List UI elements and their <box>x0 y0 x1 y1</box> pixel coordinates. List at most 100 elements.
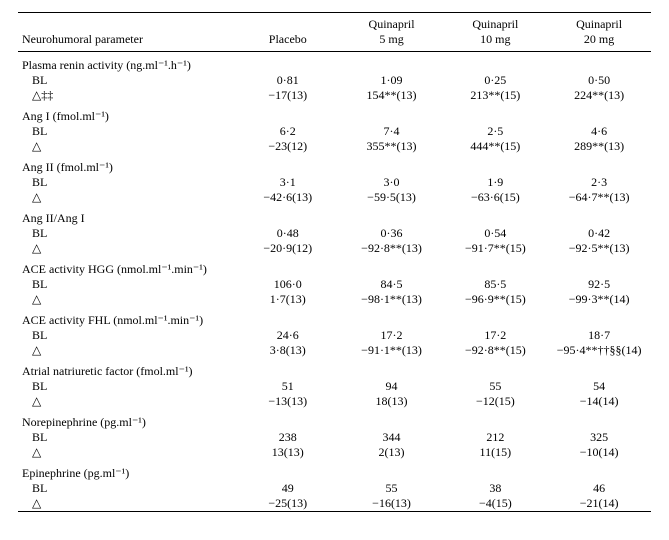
section-title: ACE activity HGG (nmol.ml⁻¹.min⁻¹) <box>18 256 236 277</box>
value-cell: 2·5 <box>443 124 547 139</box>
value-cell: −10(14) <box>547 445 651 460</box>
empty-cell <box>340 52 444 74</box>
header-col-q5: Quinapril5 mg <box>340 13 444 52</box>
row-label: △ <box>18 445 236 460</box>
value-cell: −91·7**(15) <box>443 241 547 256</box>
empty-cell <box>443 409 547 430</box>
value-cell: −63·6(15) <box>443 190 547 205</box>
row-label: △ <box>18 394 236 409</box>
row-label: BL <box>18 481 236 496</box>
empty-cell <box>547 307 651 328</box>
empty-cell <box>236 103 340 124</box>
value-cell: −98·1**(13) <box>340 292 444 307</box>
section-title: ACE activity FHL (nmol.ml⁻¹.min⁻¹) <box>18 307 236 328</box>
empty-cell <box>340 460 444 481</box>
empty-cell <box>340 103 444 124</box>
value-cell: 54 <box>547 379 651 394</box>
empty-cell <box>443 103 547 124</box>
empty-cell <box>547 103 651 124</box>
value-cell: 0·42 <box>547 226 651 241</box>
empty-cell <box>443 358 547 379</box>
value-cell: 212 <box>443 430 547 445</box>
header-col-placebo: Placebo <box>236 13 340 52</box>
bottom-rule <box>18 512 651 514</box>
value-cell: −17(13) <box>236 88 340 103</box>
value-cell: 325 <box>547 430 651 445</box>
value-cell: 11(15) <box>443 445 547 460</box>
section-title: Atrial natriuretic factor (fmol.ml⁻¹) <box>18 358 236 379</box>
row-label: △ <box>18 343 236 358</box>
value-cell: 0·54 <box>443 226 547 241</box>
section-title: Epinephrine (pg.ml⁻¹) <box>18 460 236 481</box>
value-cell: −14(14) <box>547 394 651 409</box>
section-title: Ang I (fmol.ml⁻¹) <box>18 103 236 124</box>
empty-cell <box>547 205 651 226</box>
value-cell: −21(14) <box>547 496 651 512</box>
value-cell: −12(15) <box>443 394 547 409</box>
empty-cell <box>236 256 340 277</box>
value-cell: 6·2 <box>236 124 340 139</box>
value-cell: 289**(13) <box>547 139 651 154</box>
empty-cell <box>443 52 547 74</box>
empty-cell <box>340 358 444 379</box>
value-cell: 18·7 <box>547 328 651 343</box>
value-cell: −95·4**††§§(14) <box>547 343 651 358</box>
empty-cell <box>340 409 444 430</box>
neurohumoral-table: Neurohumoral parameter Placebo Quinapril… <box>18 12 651 513</box>
row-label: △ <box>18 292 236 307</box>
value-cell: 84·5 <box>340 277 444 292</box>
value-cell: 355**(13) <box>340 139 444 154</box>
value-cell: 2·3 <box>547 175 651 190</box>
row-label: BL <box>18 328 236 343</box>
value-cell: 55 <box>340 481 444 496</box>
header-col-q20: Quinapril20 mg <box>547 13 651 52</box>
empty-cell <box>340 256 444 277</box>
empty-cell <box>236 409 340 430</box>
value-cell: −16(13) <box>340 496 444 512</box>
value-cell: −92·5**(13) <box>547 241 651 256</box>
row-label: △ <box>18 190 236 205</box>
value-cell: 1·7(13) <box>236 292 340 307</box>
value-cell: −42·6(13) <box>236 190 340 205</box>
value-cell: 3·8(13) <box>236 343 340 358</box>
header-col-q10: Quinapril10 mg <box>443 13 547 52</box>
value-cell: 1·09 <box>340 73 444 88</box>
empty-cell <box>236 52 340 74</box>
section-title: Ang II (fmol.ml⁻¹) <box>18 154 236 175</box>
value-cell: 94 <box>340 379 444 394</box>
value-cell: −92·8**(15) <box>443 343 547 358</box>
row-label: BL <box>18 430 236 445</box>
value-cell: 0·81 <box>236 73 340 88</box>
empty-cell <box>443 460 547 481</box>
row-label: BL <box>18 379 236 394</box>
value-cell: 154**(13) <box>340 88 444 103</box>
empty-cell <box>547 256 651 277</box>
value-cell: −99·3**(14) <box>547 292 651 307</box>
value-cell: −91·1**(13) <box>340 343 444 358</box>
row-label: BL <box>18 73 236 88</box>
section-title: Norepinephrine (pg.ml⁻¹) <box>18 409 236 430</box>
value-cell: −96·9**(15) <box>443 292 547 307</box>
value-cell: 444**(15) <box>443 139 547 154</box>
empty-cell <box>236 205 340 226</box>
value-cell: 344 <box>340 430 444 445</box>
section-title: Plasma renin activity (ng.ml⁻¹.h⁻¹) <box>18 52 236 74</box>
value-cell: 1·9 <box>443 175 547 190</box>
empty-cell <box>443 307 547 328</box>
empty-cell <box>236 307 340 328</box>
empty-cell <box>547 460 651 481</box>
empty-cell <box>340 205 444 226</box>
value-cell: 38 <box>443 481 547 496</box>
empty-cell <box>443 256 547 277</box>
value-cell: −13(13) <box>236 394 340 409</box>
row-label: BL <box>18 277 236 292</box>
value-cell: 46 <box>547 481 651 496</box>
value-cell: −4(15) <box>443 496 547 512</box>
row-label: △‡‡ <box>18 88 236 103</box>
value-cell: 106·0 <box>236 277 340 292</box>
value-cell: 92·5 <box>547 277 651 292</box>
value-cell: 0·50 <box>547 73 651 88</box>
value-cell: 4·6 <box>547 124 651 139</box>
value-cell: 17·2 <box>340 328 444 343</box>
value-cell: 224**(13) <box>547 88 651 103</box>
